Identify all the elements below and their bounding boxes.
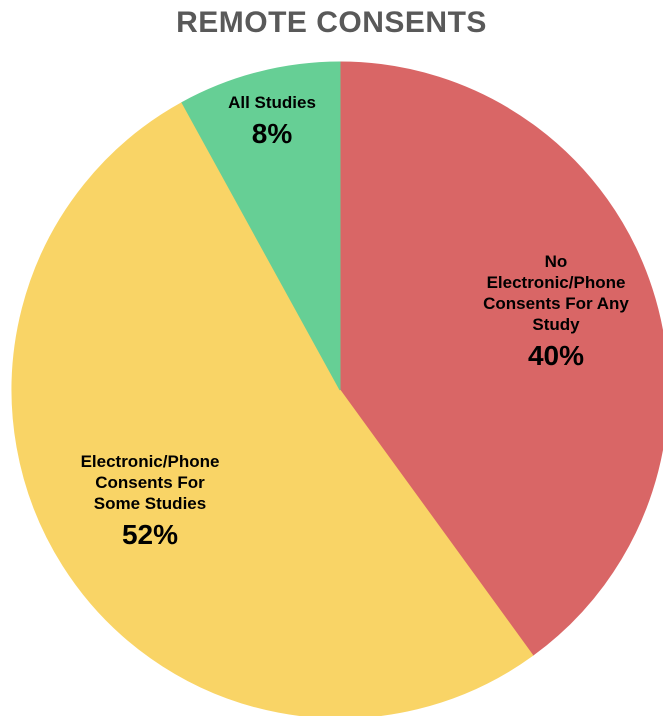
slice-2-value-label: 8% [252, 118, 293, 149]
slice-0-value-label: 40% [528, 340, 584, 371]
slice-0-label-line-2: Consents For Any [483, 294, 629, 313]
pie-slice-1 [11, 101, 534, 716]
chart-title: REMOTE CONSENTS [176, 6, 487, 39]
slice-1-label-line-2: Some Studies [94, 494, 206, 513]
pie-slice-2 [181, 61, 341, 391]
pie-slices [11, 61, 663, 716]
slice-0-label-line-1: Electronic/Phone [487, 273, 626, 292]
slice-0-label-line-0: No [545, 252, 568, 271]
slice-1-label-line-1: Consents For [95, 473, 205, 492]
slice-2-label-line-0: All Studies [228, 93, 316, 112]
pie-labels: No Electronic/Phone Consents For Any Study 4… [81, 93, 630, 550]
slice-1-label-line-0: Electronic/Phone [81, 452, 220, 471]
slice-1-value-label: 52% [122, 519, 178, 550]
pie-slice-0 [339, 61, 663, 657]
slice-0-label-line-3: Study [532, 315, 580, 334]
